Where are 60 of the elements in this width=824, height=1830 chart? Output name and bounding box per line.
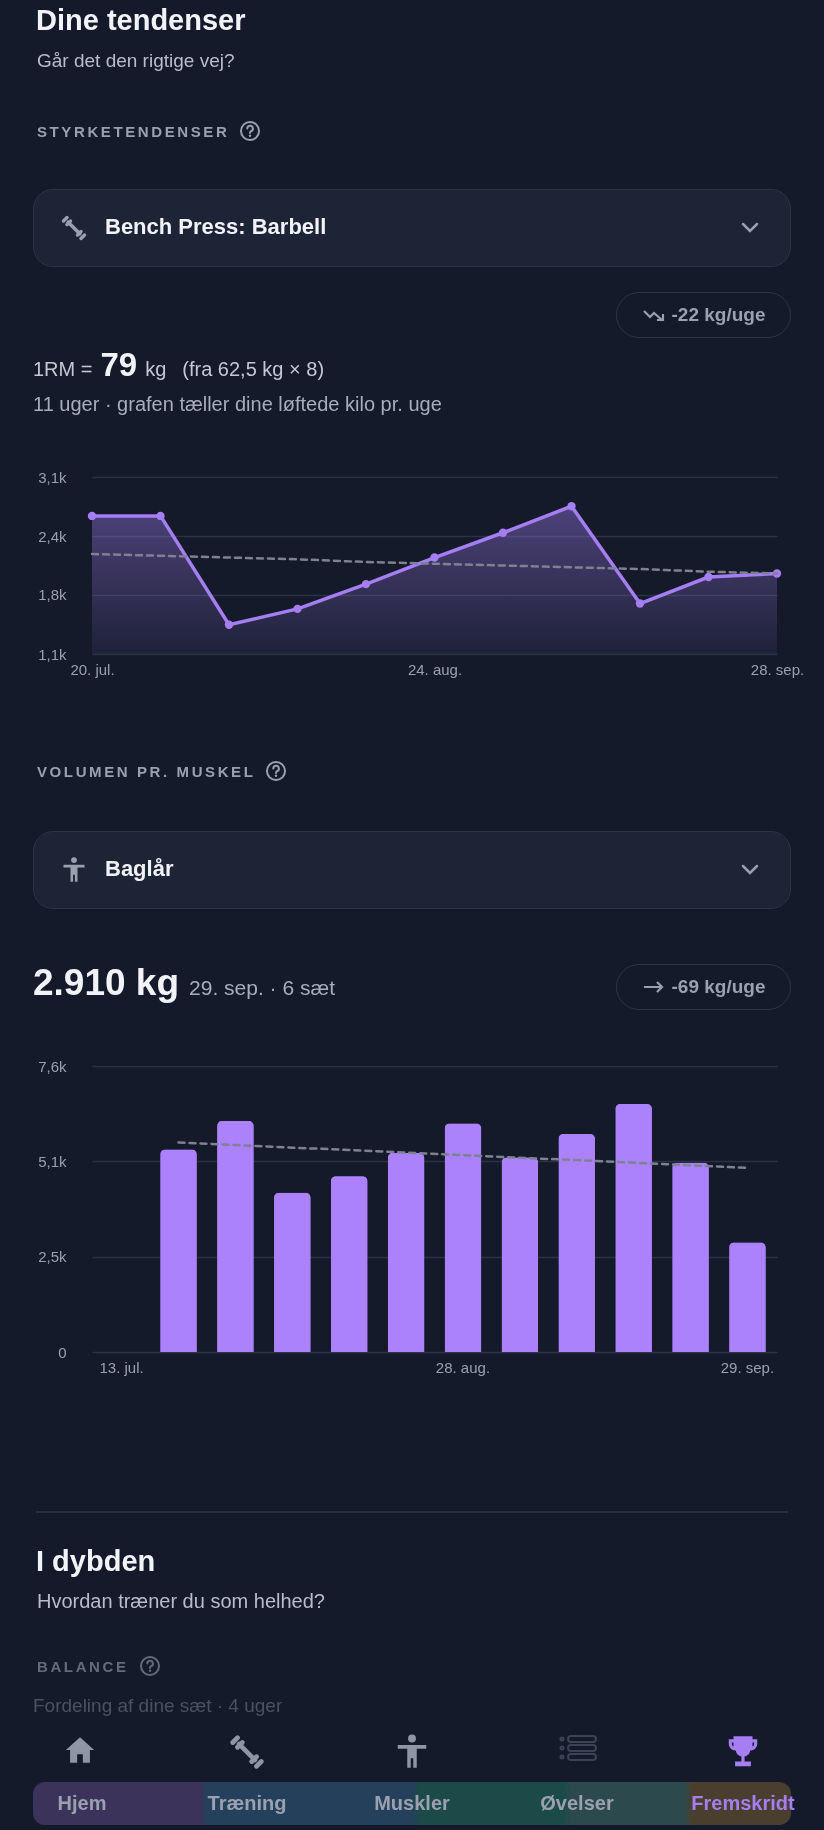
text: (fra 62,5 kg × 8)	[182, 358, 325, 381]
y-tick-label: 1,1k	[38, 645, 67, 663]
text: 2.910 kg	[33, 962, 180, 1004]
chart-title: VOLUMEN PR. MUSKEL	[37, 762, 256, 780]
y-tick-label: 3,1k	[38, 468, 67, 486]
text: kg	[145, 358, 167, 381]
chart-subtitle: Baglår	[105, 856, 174, 882]
bar	[501, 1157, 539, 1352]
x-tick-label: 29. sep.	[720, 1358, 775, 1376]
point	[567, 502, 576, 511]
text: Træning	[206, 1792, 288, 1815]
text: Dine tendenser	[36, 4, 246, 37]
point	[293, 604, 302, 614]
chart-title: STYRKETENDENSER	[37, 122, 230, 140]
text: Fordeling af dine sæt · 4 uger	[33, 1695, 283, 1717]
line-series	[177, 1141, 749, 1170]
y-tick-label: 5,1k	[38, 1152, 67, 1170]
text: Muskler	[373, 1792, 451, 1815]
text: 29. sep. · 6 sæt	[189, 976, 335, 1000]
text: 11 uger · grafen tæller dine løftede kilo pr. uge	[33, 393, 442, 416]
bar	[160, 1149, 197, 1352]
text: 79	[100, 346, 138, 384]
bar	[558, 1134, 595, 1352]
point	[361, 579, 371, 589]
text: Øvelser	[539, 1792, 615, 1815]
text: Fremskridt	[690, 1792, 796, 1815]
point	[635, 599, 645, 608]
x-tick-label: 13. jul.	[99, 1358, 144, 1376]
point	[87, 511, 97, 521]
y-tick-label: 0	[58, 1343, 67, 1361]
text: Hjem	[56, 1792, 108, 1815]
text: -22 kg/uge	[671, 304, 766, 326]
bar	[615, 1104, 652, 1352]
text: 1RM =	[33, 358, 93, 381]
bar	[274, 1192, 311, 1352]
bar	[672, 1162, 709, 1352]
y-tick-label: 7,6k	[38, 1057, 67, 1075]
text: BALANCE	[37, 1657, 129, 1675]
point	[224, 620, 234, 629]
x-tick-label: 28. sep.	[750, 660, 805, 678]
bar	[444, 1123, 482, 1352]
y-tick-label: 1,8k	[38, 586, 67, 604]
text: I dybden	[36, 1545, 156, 1578]
point	[704, 572, 713, 582]
chart-subtitle: Bench Press: Barbell	[105, 214, 327, 240]
text: -69 kg/uge	[671, 976, 766, 998]
y-tick-label: 2,5k	[38, 1248, 67, 1266]
bar	[330, 1176, 368, 1352]
point	[430, 553, 439, 562]
point	[498, 528, 508, 537]
point	[156, 511, 165, 521]
bar	[387, 1152, 425, 1352]
text: Går det den rigtige vej?	[37, 50, 235, 72]
x-tick-label: 20. jul.	[70, 660, 115, 678]
x-tick-label: 24. aug.	[407, 660, 463, 678]
bar	[729, 1242, 766, 1352]
y-tick-label: 2,4k	[38, 527, 67, 545]
x-tick-label: 28. aug.	[435, 1358, 491, 1376]
text: Hvordan træner du som helhed?	[37, 1590, 325, 1613]
bar	[217, 1120, 254, 1352]
